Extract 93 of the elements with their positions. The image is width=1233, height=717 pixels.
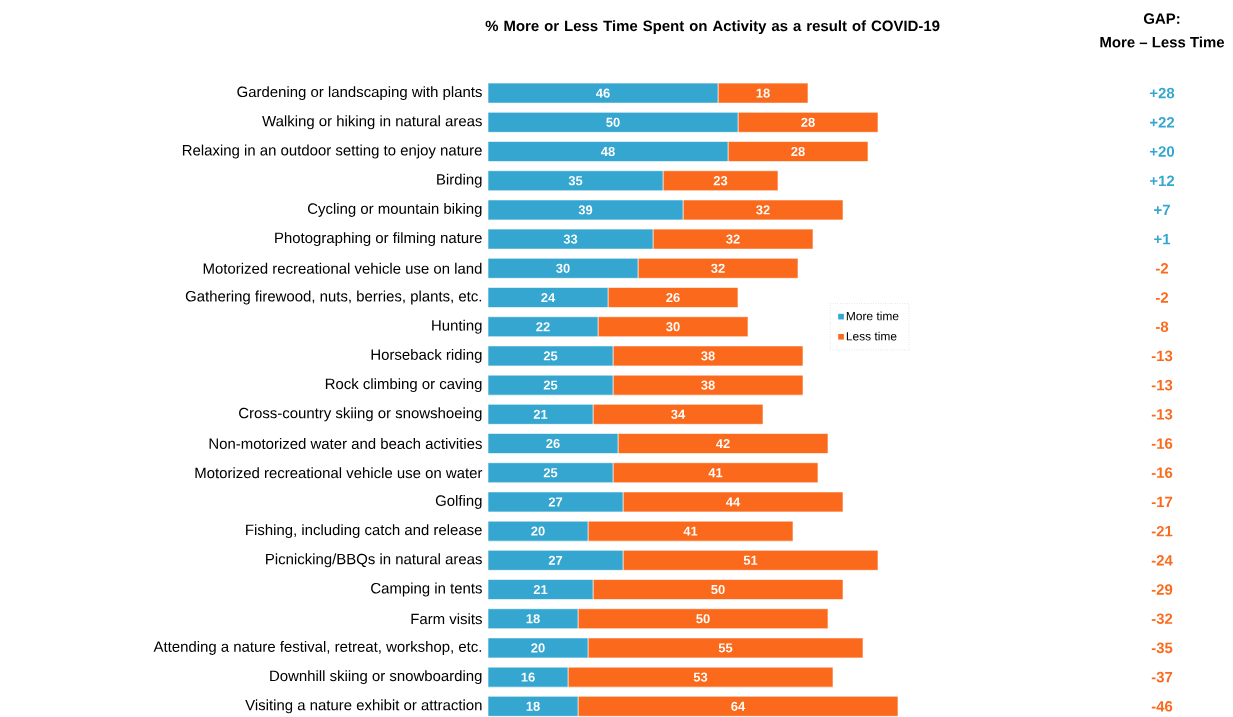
y-tick-label: Visiting a nature exhibit or attraction [245,699,482,714]
data-label: 53 [693,672,708,682]
data-label: 21 [533,409,548,419]
y-tick-label: Relaxing in an outdoor setting to enjoy nature [182,144,482,159]
y-tick-label: Fishing, including catch and release [246,524,482,539]
y-tick-label: Cycling or mountain biking [307,202,482,217]
data-label: 48 [601,146,615,157]
y-tick-label: Cross-country skiing or snowshoeing [239,407,482,422]
data-label: 20 [531,643,545,653]
text: -13 [1151,379,1173,391]
data-label: 41 [683,526,698,536]
data-label: 33 [563,234,578,244]
legend-label: More time [846,311,899,321]
data-label: 51 [743,555,758,565]
data-label: 18 [756,88,770,98]
y-tick-label: Birding [437,173,482,188]
text: -46 [1151,701,1173,712]
data-label: 41 [708,468,723,478]
data-label: 23 [713,176,728,186]
y-tick-label: Motorized recreational vehicle use on water [195,467,483,479]
y-tick-label: Hunting [432,319,482,334]
data-label: 25 [543,351,558,361]
data-label: 50 [711,584,725,595]
data-label: 30 [666,322,680,332]
data-label: 28 [801,117,815,127]
data-label: 34 [671,409,686,419]
y-tick-label: Camping in tents [371,582,482,597]
text: -16 [1151,467,1173,479]
data-label: 32 [711,263,725,273]
data-label: 64 [731,701,746,711]
text: +28 [1149,87,1175,99]
data-label: 30 [556,263,570,273]
data-label: 20 [531,526,545,536]
text: More – Less Time [1100,36,1225,48]
data-label: 24 [541,292,556,303]
data-label: 18 [526,701,540,711]
chart-title: % More or Less Time Spent on Activity as a result of COVID-19 [485,20,940,35]
text: +20 [1149,146,1175,157]
text: -21 [1151,525,1173,537]
text: +7 [1154,204,1170,216]
data-label: 44 [726,497,741,507]
y-tick-label: Gardening or landscaping with plants [237,86,482,101]
y-tick-label: Farm visits [411,613,482,625]
data-label: 22 [536,322,550,332]
text: -29 [1151,584,1173,595]
data-label: 18 [526,614,540,624]
data-label: 26 [666,292,680,303]
data-label: 38 [701,351,715,361]
text: -8 [1155,321,1169,333]
data-label: 55 [718,643,733,653]
data-label: 42 [716,438,730,449]
text: +22 [1149,117,1175,128]
text: GAP: [1143,13,1180,24]
text: -13 [1151,350,1173,362]
y-tick-label: Non-motorized water and beach activities [209,438,482,450]
text: +12 [1149,175,1175,186]
y-tick-label: Walking or hiking in natural areas [262,115,482,130]
y-tick-label: Horseback riding [371,348,482,363]
text: -24 [1151,555,1173,566]
y-tick-label: Gathering firewood, nuts, berries, plants, etc. [185,290,482,305]
y-tick-label: Attending a nature festival, retreat, workshop, etc. [153,640,482,655]
text: -13 [1151,409,1173,420]
data-label: 32 [726,234,740,244]
y-tick-label: Photographing or filming nature [275,232,482,247]
y-tick-label: Golfing [435,494,482,509]
data-label: 21 [533,584,548,595]
data-label: 39 [578,205,593,215]
data-label: 35 [568,176,583,186]
data-label: 27 [548,555,563,565]
data-label: 46 [596,88,610,98]
text: -16 [1151,438,1173,449]
y-tick-label: Rock climbing or caving [325,378,482,393]
text: -2 [1155,292,1169,303]
data-label: 50 [606,117,620,127]
data-label: 27 [548,497,563,507]
y-tick-label: Motorized recreational vehicle use on land [203,262,482,274]
text: -32 [1151,613,1173,625]
legend-label: Less time [846,331,897,341]
data-label: 26 [546,438,560,449]
text: -37 [1151,671,1173,683]
data-label: 28 [791,146,805,157]
text: -2 [1155,263,1169,274]
data-label: 25 [543,468,558,478]
data-label: 38 [701,380,715,390]
y-tick-label: Downhill skiing or snowboarding [270,670,482,685]
text: -17 [1151,496,1173,508]
text: -35 [1151,642,1173,654]
data-label: 32 [756,205,770,215]
text: +1 [1154,233,1171,245]
data-label: 50 [696,614,710,624]
y-tick-label: Picnicking/BBQs in natural areas [266,553,482,568]
data-label: 25 [543,380,558,390]
data-label: 16 [521,672,535,682]
